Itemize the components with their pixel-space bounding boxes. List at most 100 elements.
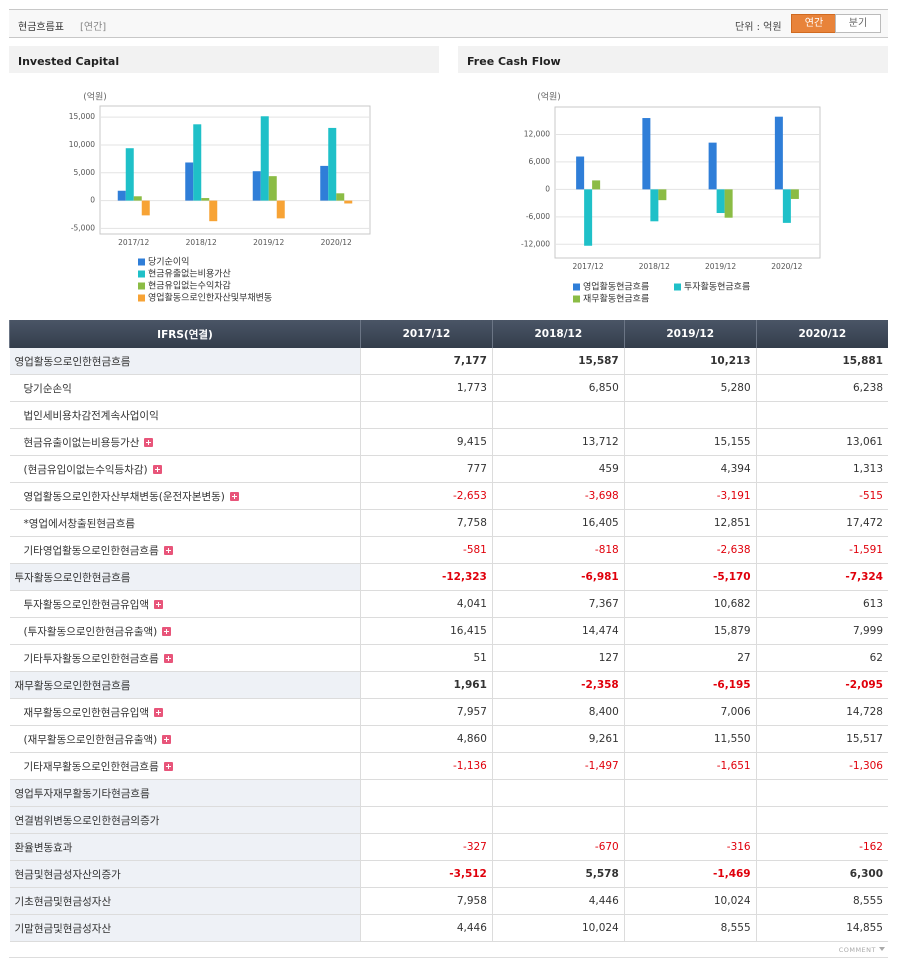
value-cell: 4,446	[360, 914, 493, 942]
row-label: 영업투자재무활동기타현금흐름	[9, 779, 361, 807]
column-header: 2019/12	[623, 320, 757, 348]
value-cell: 127	[491, 644, 625, 672]
value-cell	[623, 806, 757, 834]
value-cell: 8,555	[623, 914, 757, 942]
value-cell: 1,773	[360, 374, 493, 402]
panel-header	[458, 46, 888, 73]
legend-label: 현금유입없는수익차감	[148, 280, 231, 292]
expand-icon[interactable]	[163, 545, 173, 555]
value-cell: 14,474	[491, 617, 625, 645]
x-tick-label: 2017/12	[118, 238, 149, 247]
value-cell: 8,555	[755, 887, 888, 915]
value-cell: 9,415	[360, 428, 493, 456]
value-cell: 459	[491, 455, 625, 483]
expand-icon[interactable]	[154, 599, 164, 609]
table-row: 기초현금및현금성자산 7,958 4,446 10,024 8,555	[9, 887, 888, 915]
value-cell: 7,177	[360, 348, 493, 375]
row-label: 기말현금및현금성자산	[9, 914, 361, 942]
expand-icon[interactable]	[229, 491, 239, 501]
column-header: 2020/12	[755, 320, 888, 348]
expand-icon[interactable]	[162, 626, 172, 636]
value-cell: 15,587	[491, 348, 625, 375]
value-cell: 7,958	[360, 887, 493, 915]
value-cell: 10,024	[491, 914, 625, 942]
column-header: IFRS(연결)	[9, 320, 361, 348]
bar	[328, 127, 337, 201]
bar	[790, 189, 799, 199]
expand-icon[interactable]	[152, 464, 162, 474]
value-cell: 5,280	[623, 374, 757, 402]
value-cell	[360, 401, 493, 429]
value-cell: 4,860	[360, 725, 493, 753]
legend-label: 현금유출없는비용가산	[148, 269, 231, 280]
bar	[260, 116, 269, 201]
x-tick-label: 2020/12	[771, 262, 802, 271]
value-cell: 15,881	[755, 348, 888, 375]
expand-icon[interactable]	[144, 437, 154, 447]
table-row: 법인세비용차감전계속사업이익	[9, 401, 888, 429]
row-label-text: 기타영업활동으로인한현금흐름	[23, 544, 159, 557]
x-tick-label: 2019/12	[705, 262, 736, 271]
value-cell: 14,855	[755, 914, 888, 942]
value-cell: 7,006	[623, 698, 757, 726]
axis-unit: (억원)	[537, 91, 561, 103]
charts: Invested Capital (억원) -5,000 0 5,000 10,000 15…	[9, 46, 888, 305]
row-label: 기타재무활동으로인한현금흐름	[9, 752, 361, 780]
value-cell: 10,682	[623, 590, 757, 618]
bar	[133, 196, 142, 201]
value-cell: 16,415	[360, 617, 493, 645]
x-tick-label: 2018/12	[186, 238, 217, 247]
table-row: (현금유입이없는수익등차감) 777 459 4,394 1,313	[9, 455, 888, 483]
value-cell	[491, 401, 625, 429]
value-cell: -316	[623, 833, 757, 861]
value-cell: -3,512	[360, 860, 493, 888]
table-row: 영업활동으로인한현금흐름 7,177 15,587 10,213 15,881	[9, 348, 888, 375]
value-cell	[360, 806, 493, 834]
value-cell: -1,306	[755, 752, 888, 780]
value-cell	[755, 806, 888, 834]
value-cell: 5,578	[491, 860, 625, 888]
table-row: 재무활동으로인한현금흐름 1,961 -2,358 -6,195 -2,095	[9, 671, 888, 699]
expand-icon[interactable]	[162, 734, 172, 744]
table-row: (재무활동으로인한현금유출액) 4,860 9,261 11,550 15,517	[9, 725, 888, 753]
row-label: 기초현금및현금성자산	[9, 887, 361, 915]
row-label: 당기순손익	[9, 374, 361, 402]
column-header: 2017/12	[360, 320, 493, 348]
value-cell: -3,698	[491, 482, 625, 510]
bar	[117, 190, 126, 201]
value-cell: -3,191	[623, 482, 757, 510]
comment-toggle[interactable]: COMMENT	[839, 946, 885, 954]
value-cell: 6,238	[755, 374, 888, 402]
legend-swatch	[138, 294, 145, 302]
bar	[344, 200, 353, 204]
value-cell: 4,446	[491, 887, 625, 915]
value-cell: -162	[755, 833, 888, 861]
expand-icon[interactable]	[163, 761, 173, 771]
expand-icon[interactable]	[154, 707, 164, 717]
row-label: 영업활동으로인한자산부채변동(운전자본변동)	[9, 482, 361, 510]
value-cell: -2,653	[360, 482, 493, 510]
value-cell	[623, 779, 757, 807]
value-cell: 27	[623, 644, 757, 672]
legend-label: 재무활동현금흐름	[583, 293, 649, 305]
table-row: 현금유출이없는비용등가산 9,415 13,712 15,155 13,061	[9, 428, 888, 456]
period-button[interactable]: 분기	[835, 14, 881, 33]
row-label-text: 현금유출이없는비용등가산	[23, 436, 140, 449]
chart-title: Invested Capital	[18, 55, 119, 68]
row-label-text: (재무활동으로인한현금유출액)	[23, 733, 158, 746]
row-label: 현금및현금성자산의증가	[9, 860, 361, 888]
value-cell: -818	[491, 536, 625, 564]
table-row: 기타재무활동으로인한현금흐름 -1,136 -1,497 -1,651 -1,306	[9, 752, 888, 780]
row-label: 기타투자활동으로인한현금흐름	[9, 644, 361, 672]
legend-swatch	[138, 270, 145, 278]
table-row: 영업활동으로인한자산부채변동(운전자본변동) -2,653 -3,698 -3,191…	[9, 482, 888, 510]
row-label-text: 법인세비용차감전계속사업이익	[23, 409, 159, 422]
value-cell: 4,394	[623, 455, 757, 483]
value-cell: 7,367	[491, 590, 625, 618]
y-tick-label: 6,000	[529, 157, 551, 166]
value-cell: 777	[360, 455, 493, 483]
cash-flow-table: IFRS(연결) 2017/12 2018/12 2019/12 2020/12 영업활동…	[9, 320, 888, 942]
expand-icon[interactable]	[163, 653, 173, 663]
legend-swatch	[573, 295, 580, 303]
bar	[650, 189, 659, 222]
